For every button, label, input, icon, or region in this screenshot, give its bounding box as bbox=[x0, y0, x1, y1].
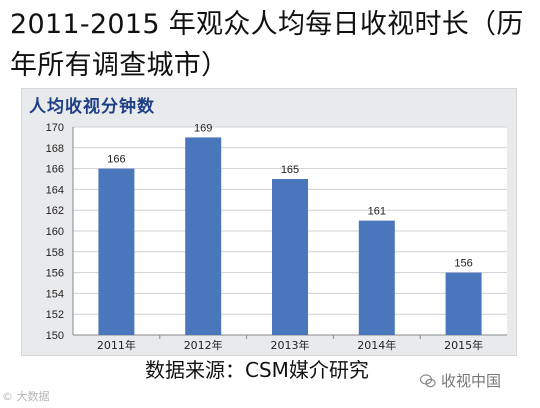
data-label: 169 bbox=[194, 122, 212, 134]
watermark-right: 收视中国 bbox=[420, 370, 501, 391]
y-tick-label: 158 bbox=[46, 247, 64, 259]
bar bbox=[272, 179, 308, 335]
y-tick-label: 154 bbox=[46, 288, 64, 300]
y-tick-label: 162 bbox=[46, 205, 64, 217]
y-tick-label: 164 bbox=[46, 184, 64, 196]
bar bbox=[98, 168, 135, 335]
bar bbox=[358, 220, 395, 335]
bar bbox=[185, 137, 222, 335]
y-tick-label: 166 bbox=[46, 164, 64, 176]
y-tick-label: 160 bbox=[46, 226, 64, 238]
y-tick-label: 150 bbox=[46, 330, 64, 342]
data-label: 161 bbox=[368, 206, 386, 218]
data-label: 166 bbox=[107, 154, 125, 166]
x-tick-label: 2012年 bbox=[184, 338, 223, 352]
page-title: 2011-2015 年观众人均每日收视时长（历年所有调查城市） bbox=[10, 9, 524, 81]
y-tick-label: 170 bbox=[46, 122, 64, 134]
bar bbox=[445, 272, 482, 335]
watermark-text: 收视中国 bbox=[441, 372, 502, 390]
y-tick-label: 152 bbox=[46, 309, 64, 321]
x-tick-label: 2014年 bbox=[357, 338, 396, 352]
y-tick-label: 156 bbox=[46, 268, 64, 280]
watermark-left: © 大数据 bbox=[2, 390, 50, 403]
x-tick-label: 2013年 bbox=[271, 338, 310, 352]
data-label: 156 bbox=[454, 258, 472, 270]
data-label: 165 bbox=[281, 164, 299, 176]
source-note: 数据来源：CSM媒介研究 bbox=[145, 358, 369, 382]
wechat-icon bbox=[420, 373, 436, 387]
bar-chart: 150 152 154 156 158 160 162 164 166 168 170 166 2011… bbox=[46, 122, 507, 352]
y-tick-label: 168 bbox=[46, 143, 64, 155]
x-tick-label: 2011年 bbox=[97, 338, 136, 352]
chart-title: 人均收视分钟数 bbox=[29, 97, 155, 117]
x-tick-label: 2015年 bbox=[444, 338, 483, 352]
chart-panel: 人均收视分钟数 150 152 154 156 158 160 162 164 166 168 17… bbox=[21, 88, 517, 356]
